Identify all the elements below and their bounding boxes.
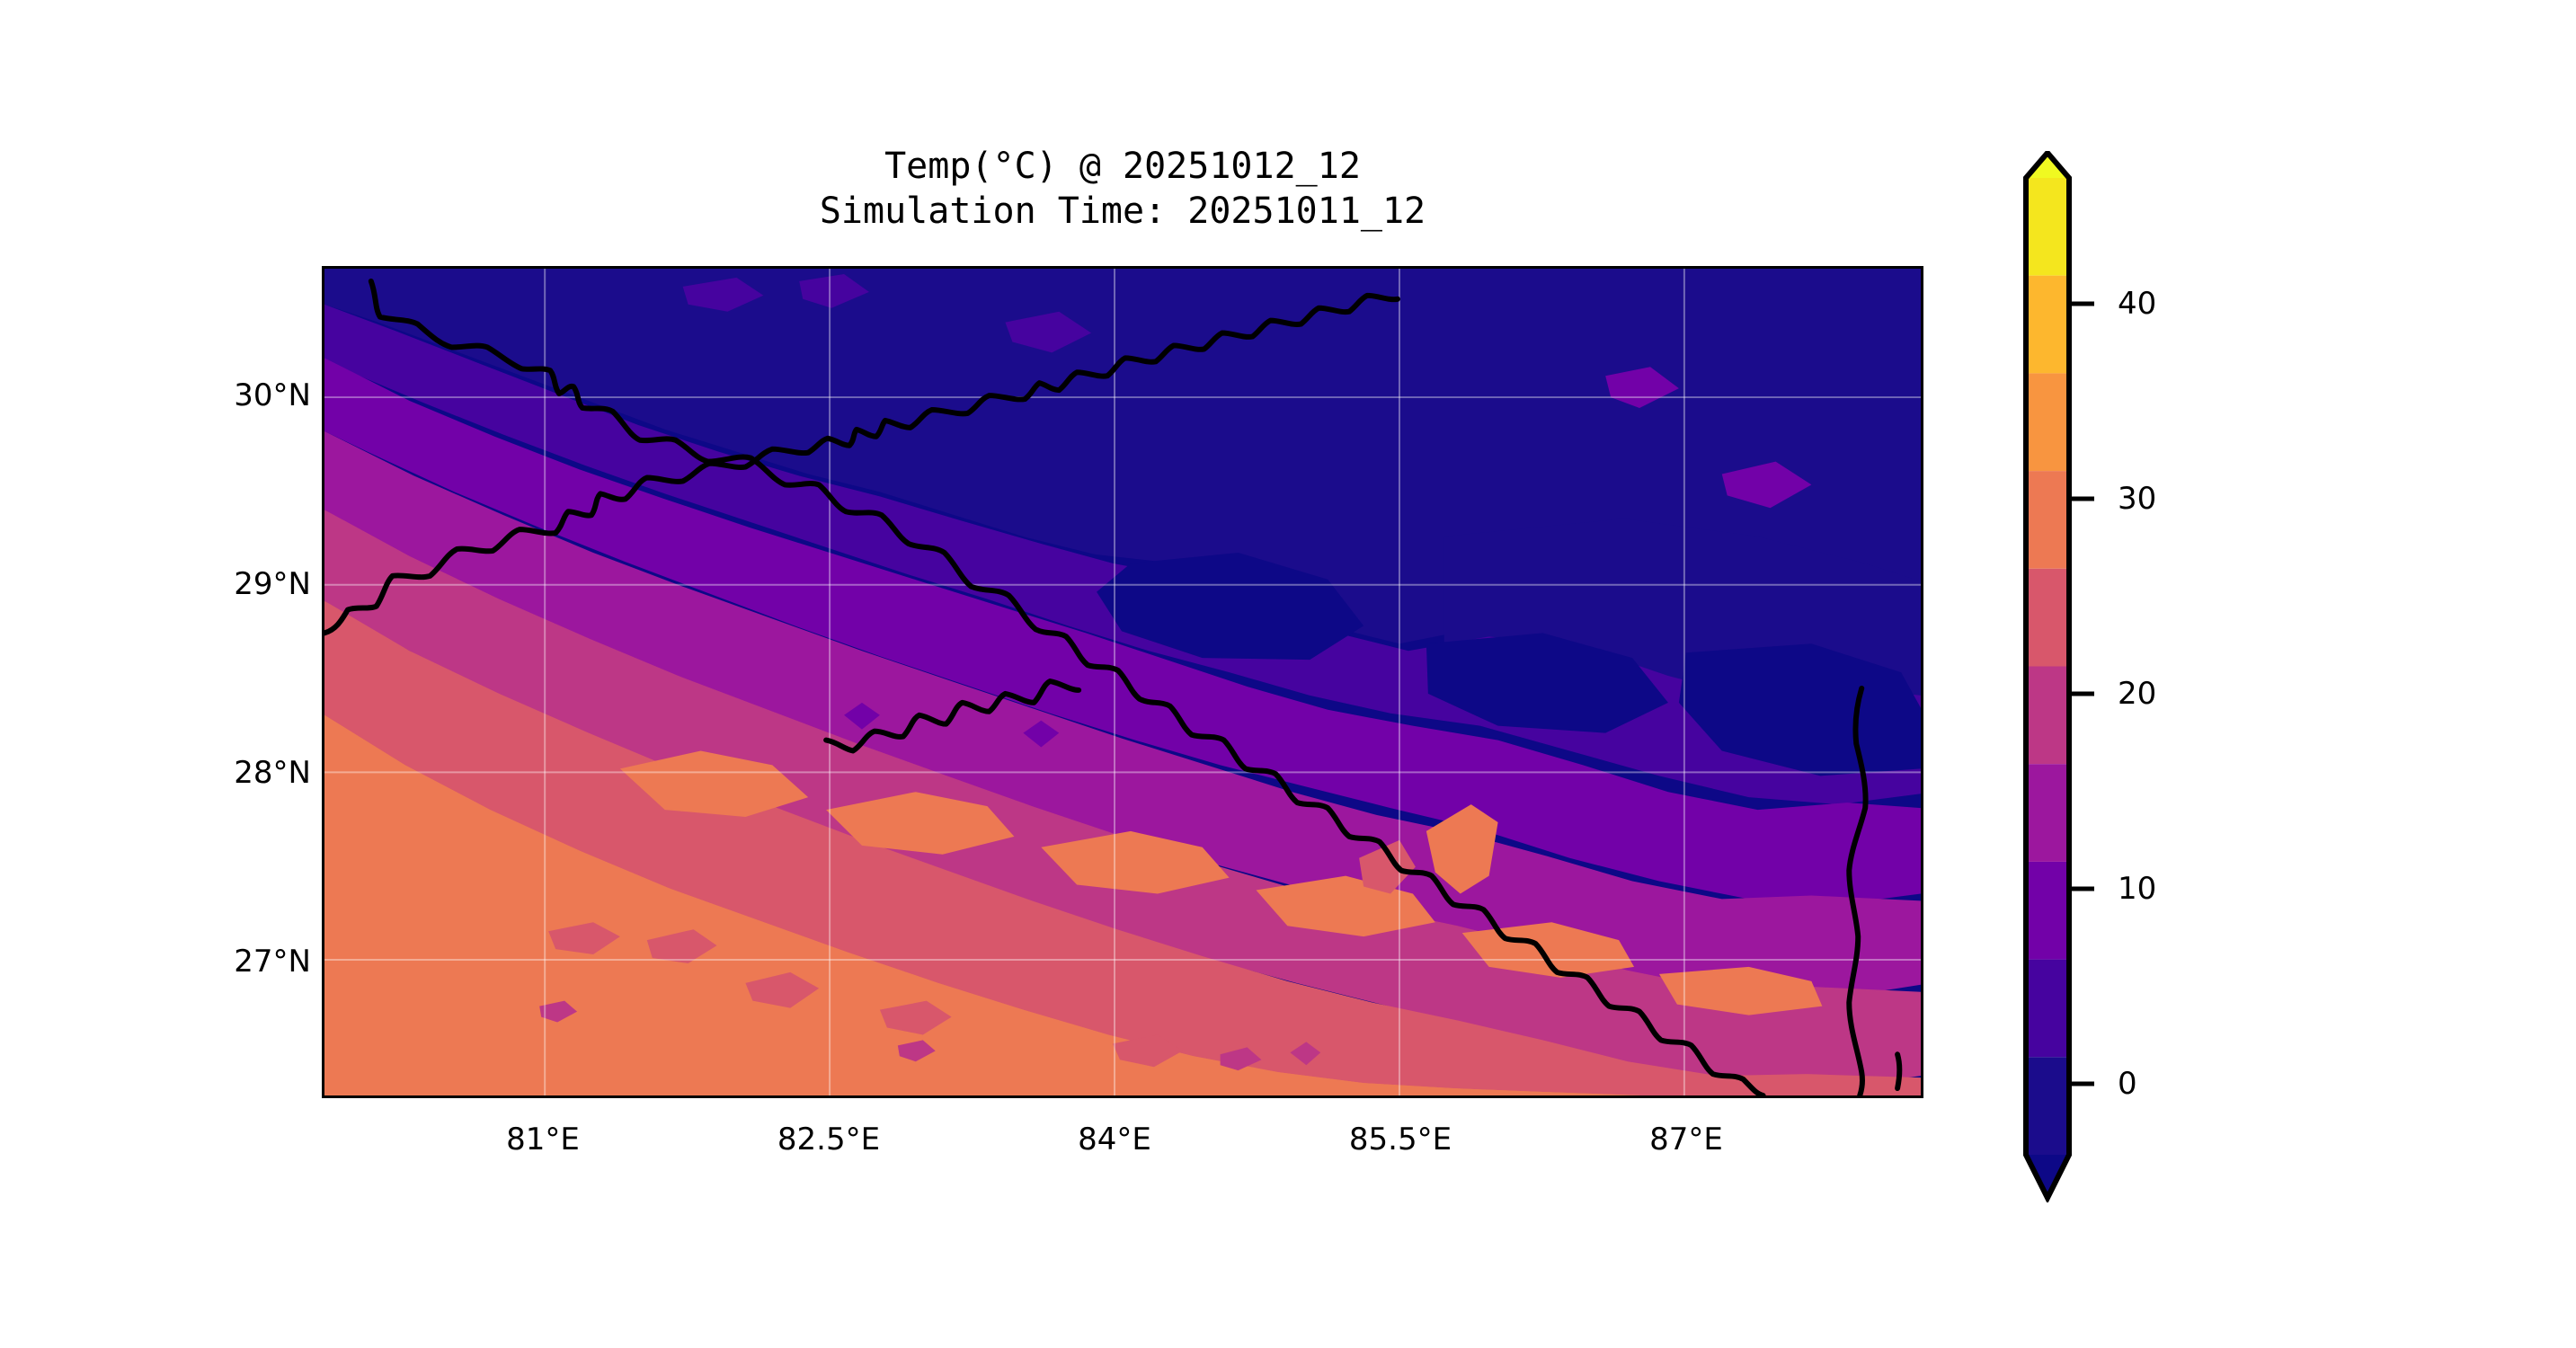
ytick-label-29N: 29°N — [234, 566, 311, 602]
colorbar-extend-under — [2026, 1155, 2069, 1198]
colorbar-tick-label-30: 30 — [2118, 481, 2157, 517]
ytick-label-30N: 30°N — [234, 377, 311, 413]
chart-title: Temp(°C) @ 20251012_12 Simulation Time: … — [322, 144, 1923, 234]
colorbar-band-35-40 — [2026, 275, 2069, 374]
colorbar-tick-label-0: 0 — [2118, 1066, 2137, 1102]
colorbar-band-0-5 — [2026, 959, 2069, 1058]
country-border-nepal — [368, 278, 1766, 1095]
colorbar-band-25-30 — [2026, 471, 2069, 569]
ytick-label-28N: 28°N — [234, 755, 311, 791]
country-border-nepal-far-east — [1895, 1051, 1903, 1092]
colorbar-band-40-45 — [2026, 178, 2069, 276]
colorbar-tick-label-20: 20 — [2118, 676, 2157, 712]
map-axes — [322, 266, 1923, 1098]
xtick-label-81E: 81°E — [506, 1122, 580, 1157]
colorbar-swatches — [2023, 151, 2094, 1202]
xtick-label-87E: 87°E — [1649, 1122, 1723, 1157]
colorbar-band-30-35 — [2026, 373, 2069, 472]
colorbar-outline — [2023, 151, 2072, 1202]
country-border-nepal-detail — [823, 678, 1082, 754]
xtick-label-82-5E: 82.5°E — [777, 1122, 881, 1157]
colorbar-band-20-25 — [2026, 568, 2069, 667]
colorbar-band-5-10 — [2026, 861, 2069, 960]
temperature-contour-field — [324, 269, 1921, 1095]
colorbar-band-minus5-0 — [2026, 1057, 2069, 1155]
colorbar-band-group — [2026, 178, 2069, 1155]
colorbar-tick-label-40: 40 — [2118, 286, 2157, 322]
colorbar-band-15-20 — [2026, 666, 2069, 765]
country-border-nepal-east — [1846, 685, 1869, 1095]
xtick-label-84E: 84°E — [1078, 1122, 1151, 1157]
title-line-variable-time: Temp(°C) @ 20251012_12 — [884, 146, 1361, 187]
colorbar-tick-label-10: 10 — [2118, 871, 2157, 907]
colorbar-ticks — [2069, 301, 2094, 1086]
ytick-label-27N: 27°N — [234, 944, 311, 980]
country-border-nepal-south — [324, 292, 1400, 636]
title-line-simulation-time: Simulation Time: 20251011_12 — [819, 191, 1426, 232]
colorbar-extend-over — [2026, 153, 2069, 178]
colorbar: 40 30 20 10 0 — [2021, 151, 2416, 1202]
colorbar-band-10-15 — [2026, 764, 2069, 862]
latlon-gridlines — [324, 269, 1921, 1095]
xtick-label-85-5E: 85.5°E — [1348, 1122, 1452, 1157]
